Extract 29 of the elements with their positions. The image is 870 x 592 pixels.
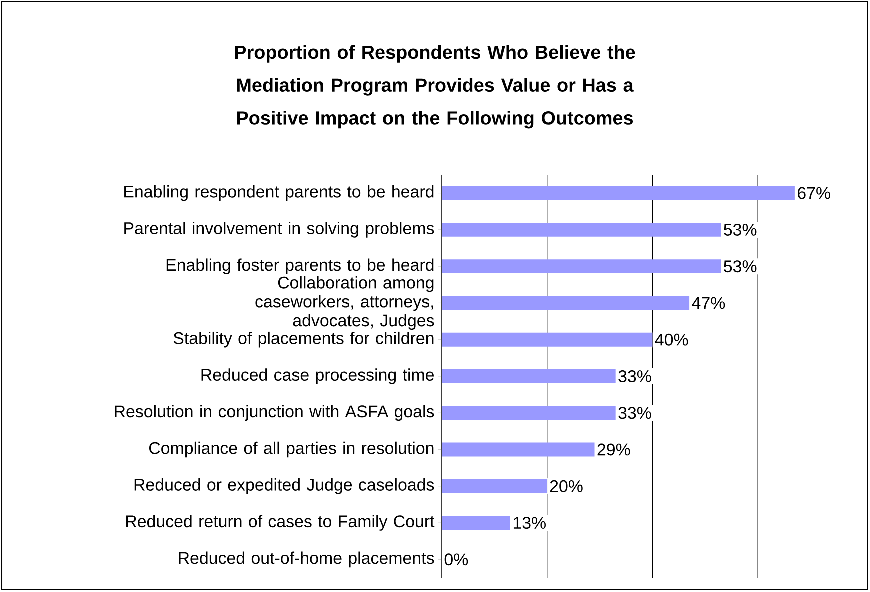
bar [442, 332, 653, 347]
data-label: 67% [798, 187, 830, 200]
data-label: 53% [724, 260, 757, 273]
bar [442, 479, 548, 494]
bar [442, 406, 616, 420]
data-label: 33% [618, 407, 652, 420]
bar [442, 296, 690, 310]
y-tick-label: Enabling respondent parents to be heard [124, 185, 434, 202]
y-tick-label: Stability of placements for children [174, 332, 434, 348]
data-label: 29% [598, 444, 630, 456]
bar [442, 516, 510, 530]
data-label: 20% [550, 480, 583, 492]
data-label: 0% [444, 554, 468, 566]
data-label: 53% [724, 224, 757, 236]
data-label: 33% [618, 370, 652, 382]
y-tick-label: Collaboration among caseworkers, attorneys, advocates, Judges [256, 276, 434, 330]
y-tick-label: Reduced or expedited Judge caseloads [134, 478, 434, 494]
bar [442, 370, 616, 384]
y-tick-label: Resolution in conjunction with ASFA goals [115, 405, 434, 422]
data-label: 47% [692, 297, 726, 310]
y-tick-label: Reduced case processing time [202, 368, 434, 384]
y-tick-label: Reduced out-of-home placements [179, 552, 434, 568]
y-tick-label: Compliance of all parties in resolution [149, 442, 434, 458]
data-label: 13% [514, 517, 546, 530]
y-tick-label: Enabling foster parents to be heard [166, 258, 434, 274]
data-label: 40% [655, 334, 688, 346]
y-tick-label: Parental involvement in solving problems [124, 222, 434, 238]
chart-title: Proportion of Respondents Who Believe the Mediation Program Provides Value or Has a Positive Impact on the Following Outcomes [235, 45, 636, 129]
y-tick-label: Reduced return of cases to Family Court [126, 515, 435, 531]
